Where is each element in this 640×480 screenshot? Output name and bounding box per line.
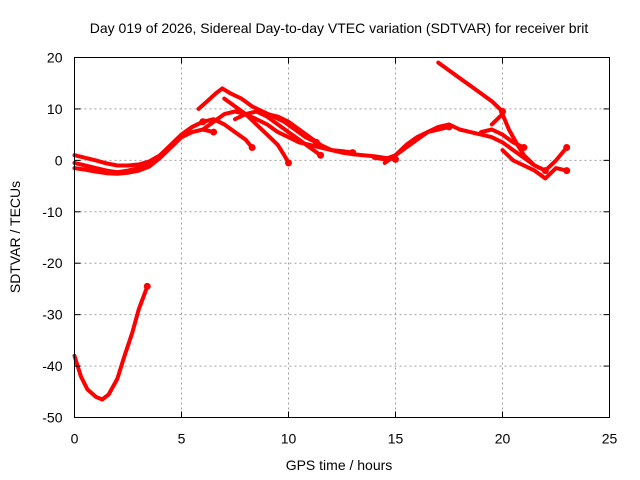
axis-ticks: 0 5 10 15 20 25 -50 -40 -30 -20 -10 0 10 20 xyxy=(42,50,617,447)
x-axis-label: GPS time / hours xyxy=(286,457,393,473)
y-tick-label: 10 xyxy=(47,101,63,117)
y-tick-label: -40 xyxy=(42,358,62,374)
x-tick-label: 10 xyxy=(281,431,297,447)
y-tick-label: 0 xyxy=(55,152,63,168)
y-tick-label: 20 xyxy=(47,50,63,66)
series-arc-1 xyxy=(72,284,150,402)
y-tick-label: -30 xyxy=(42,307,62,323)
series-end-marker xyxy=(317,151,325,159)
series-end-marker xyxy=(445,123,453,131)
x-tick-label: 20 xyxy=(495,431,511,447)
y-tick-label: -10 xyxy=(42,204,62,220)
data-series xyxy=(72,60,571,402)
series-end-marker xyxy=(285,159,292,167)
x-tick-label: 5 xyxy=(178,431,186,447)
y-axis-label: SDTVAR / TECUs xyxy=(7,181,23,293)
series-end-marker xyxy=(563,167,571,175)
series-arc-4 xyxy=(72,117,255,175)
x-tick-label: 15 xyxy=(388,431,404,447)
grid-lines xyxy=(74,57,610,418)
series-arc-11 xyxy=(382,124,451,165)
series-end-marker xyxy=(210,128,218,136)
x-tick-label: 25 xyxy=(602,431,618,447)
series-end-marker xyxy=(248,144,256,151)
chart-title: Day 019 of 2026, Sidereal Day-to-day VTE… xyxy=(90,20,589,36)
plot-frame xyxy=(74,57,610,418)
series-arc-12 xyxy=(436,60,505,114)
series-arc-15 xyxy=(479,127,526,150)
series-arc-14 xyxy=(500,148,569,181)
series-arc-9 xyxy=(254,109,323,158)
series-end-marker xyxy=(143,282,151,290)
y-tick-label: -50 xyxy=(42,410,62,426)
x-tick-label: 0 xyxy=(71,431,79,447)
series-end-marker xyxy=(563,144,571,151)
series-arc-3 xyxy=(72,119,205,168)
series-arc-7 xyxy=(222,96,291,165)
series-arc-5 xyxy=(196,86,319,145)
series-end-marker xyxy=(520,144,528,151)
series-arc-2 xyxy=(72,127,216,176)
y-tick-label: -20 xyxy=(42,255,62,271)
series-arc-13 xyxy=(489,112,569,173)
